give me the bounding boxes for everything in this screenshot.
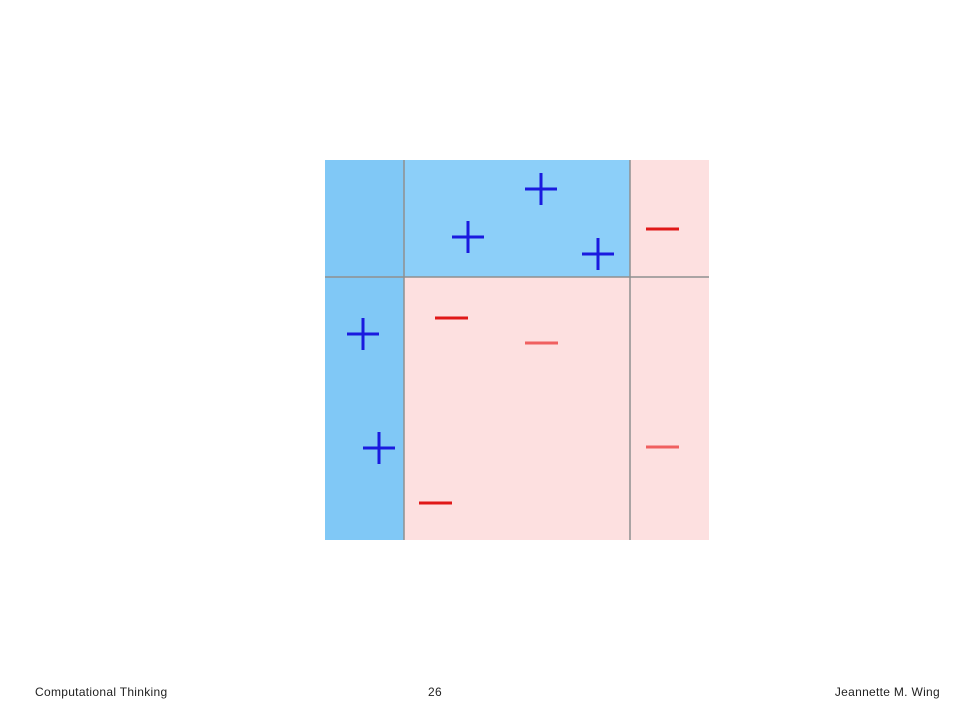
plus-sign xyxy=(347,318,379,350)
page-number: 26 xyxy=(428,685,442,699)
plus-sign xyxy=(363,432,395,464)
plus-sign xyxy=(452,221,484,253)
negative-points xyxy=(419,227,679,505)
plus-sign xyxy=(582,238,614,270)
boundaries xyxy=(325,160,709,540)
plus-sign xyxy=(525,173,557,205)
positive-points xyxy=(347,173,614,464)
footer-left: Computational Thinking xyxy=(35,685,168,699)
footer-right: Jeannette M. Wing xyxy=(834,685,940,699)
region-top-positive xyxy=(404,160,630,277)
